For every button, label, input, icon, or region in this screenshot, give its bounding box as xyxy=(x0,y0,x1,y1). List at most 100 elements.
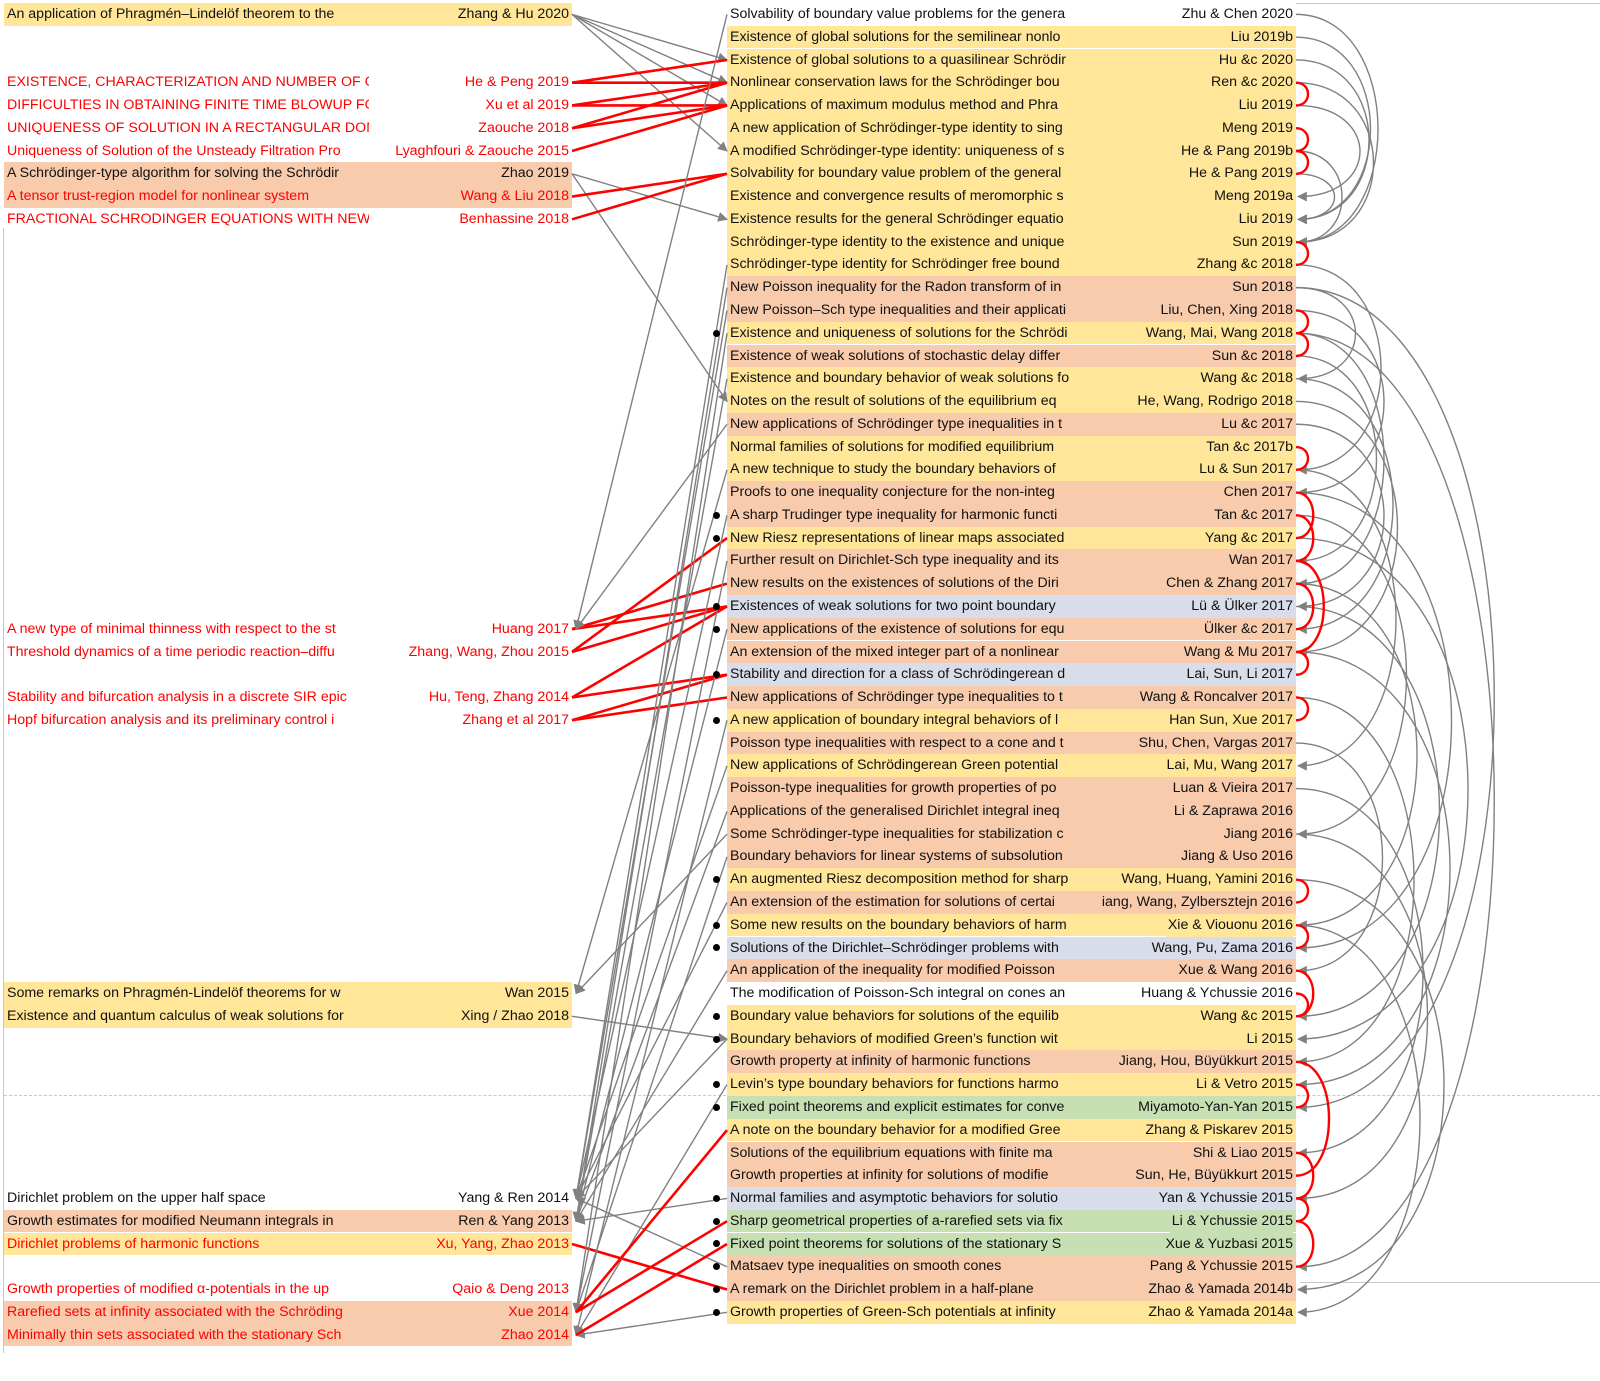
paper-row[interactable]: Sharp geometrical properties of a-rarefi… xyxy=(727,1209,1296,1233)
citation-arc xyxy=(1295,13,1379,247)
paper-title: Schrödinger-type identity for Schrödinge… xyxy=(730,256,1060,273)
paper-row[interactable]: FRACTIONAL SCHRODINGER EQUATIONS WITH NE… xyxy=(4,208,572,231)
paper-row[interactable]: A sharp Trudinger type inequality for ha… xyxy=(727,503,1296,527)
paper-row[interactable]: A note on the boundary behavior for a mo… xyxy=(727,1118,1296,1142)
paper-row[interactable]: Applications of the generalised Dirichle… xyxy=(727,799,1296,823)
paper-title: New applications of Schrödinger type ine… xyxy=(730,689,1063,706)
paper-row[interactable]: A remark on the Dirichlet problem in a h… xyxy=(727,1278,1296,1301)
bullet-marker xyxy=(713,511,720,519)
paper-title: New applications of Schrödingerean Green… xyxy=(730,757,1059,774)
paper-row[interactable]: Solutions of the Dirichlet–Schrödinger p… xyxy=(727,936,1296,960)
paper-row[interactable]: New applications of Schrödinger type ine… xyxy=(727,412,1296,436)
citation-arc xyxy=(1295,651,1451,1090)
paper-row[interactable]: New Riesz representations of linear maps… xyxy=(727,526,1296,550)
paper-row[interactable]: Growth property at infinity of harmonic … xyxy=(727,1050,1296,1074)
paper-row[interactable]: EXISTENCE, CHARACTERIZATION AND NUMBER O… xyxy=(4,71,572,94)
paper-row[interactable]: Existences of weak solutions for two poi… xyxy=(727,595,1296,618)
paper-row[interactable]: A Schrödinger-type algorithm for solving… xyxy=(4,162,572,186)
paper-row[interactable]: Growth properties of modified α-potentia… xyxy=(4,1278,572,1301)
paper-row[interactable]: Levin’s type boundary behaviors for func… xyxy=(727,1073,1296,1096)
paper-row[interactable]: Existence and uniqueness of solutions fo… xyxy=(727,321,1296,345)
paper-row[interactable]: Uniqueness of Solution of the Unsteady F… xyxy=(4,140,572,163)
paper-row[interactable]: Existence of weak solutions of stochasti… xyxy=(727,344,1296,368)
paper-row[interactable]: Dirichlet problems of harmonic functions… xyxy=(4,1232,572,1256)
paper-row[interactable]: New applications of Schrödingerean Green… xyxy=(727,754,1296,778)
paper-row[interactable]: Schrödinger-type identity for Schrödinge… xyxy=(727,253,1296,277)
citation-arc xyxy=(1295,696,1415,1067)
paper-row[interactable]: New Poisson inequality for the Radon tra… xyxy=(727,276,1296,299)
paper-row[interactable]: Poisson type inequalities with respect t… xyxy=(727,731,1296,755)
paper-row[interactable]: Growth properties at infinity for soluti… xyxy=(727,1164,1296,1187)
citation-link xyxy=(575,1311,728,1339)
paper-row[interactable]: Boundary value behaviors for solutions o… xyxy=(727,1004,1296,1028)
paper-row[interactable]: Further result on Dirichlet-Sch type ine… xyxy=(727,549,1296,573)
paper-row[interactable]: A tensor trust-region model for nonlinea… xyxy=(4,185,572,208)
citation-arc xyxy=(1295,537,1469,1044)
paper-row[interactable]: DIFFICULTIES IN OBTAINING FINITE TIME BL… xyxy=(4,94,572,117)
paper-row[interactable]: Notes on the result of solutions of the … xyxy=(727,390,1296,413)
paper-row[interactable]: New Poisson–Sch type inequalities and th… xyxy=(727,299,1296,322)
paper-row[interactable]: UNIQUENESS OF SOLUTION IN A RECTANGULAR … xyxy=(4,117,572,140)
paper-row[interactable]: Rarefied sets at infinity associated wit… xyxy=(4,1300,572,1324)
paper-row[interactable]: New applications of Schrödinger type ine… xyxy=(727,686,1296,709)
paper-row[interactable]: An extension of the estimation for solut… xyxy=(727,891,1296,914)
paper-row[interactable]: Some remarks on Phragmén-Lindelöf theore… xyxy=(4,982,572,1005)
paper-row[interactable]: Minimally thin sets associated with the … xyxy=(4,1323,572,1347)
paper-row[interactable]: Stability and bifurcation analysis in a … xyxy=(4,686,572,709)
paper-row[interactable]: Poisson-type inequalities for growth pro… xyxy=(727,777,1296,800)
paper-row[interactable]: Normal families and asymptotic behaviors… xyxy=(727,1187,1296,1210)
paper-row[interactable]: Boundary behaviors of modified Green’s f… xyxy=(727,1027,1296,1051)
paper-row[interactable]: An extension of the mixed integer part o… xyxy=(727,640,1296,664)
paper-title: Poisson-type inequalities for growth pro… xyxy=(730,780,1057,797)
paper-author-year: Xu, Yang, Zhao 2013 xyxy=(436,1235,569,1252)
paper-row[interactable]: An application of Phragmén–Lindelöf theo… xyxy=(4,3,572,26)
paper-row[interactable]: Fixed point theorems for solutions of th… xyxy=(727,1232,1296,1256)
paper-row[interactable]: A modified Schrödinger-type identity: un… xyxy=(727,139,1296,163)
paper-row[interactable]: Proofs to one inequality conjecture for … xyxy=(727,481,1296,504)
paper-row[interactable]: Dirichlet problem on the upper half spac… xyxy=(4,1187,572,1210)
paper-row[interactable]: New results on the existences of solutio… xyxy=(727,572,1296,595)
paper-row[interactable]: Existence of global solutions for the se… xyxy=(727,25,1296,49)
bullet-marker xyxy=(713,1103,720,1111)
paper-row[interactable]: An application of the inequality for mod… xyxy=(727,959,1296,983)
paper-row[interactable]: The modification of Poisson-Sch integral… xyxy=(727,982,1296,1005)
paper-row[interactable]: Growth estimates for modified Neumann in… xyxy=(4,1209,572,1233)
paper-row[interactable]: Growth properties of Green-Sch potential… xyxy=(727,1300,1296,1324)
paper-row[interactable]: New applications of the existence of sol… xyxy=(727,617,1296,641)
paper-row[interactable]: Solvability of boundary value problems f… xyxy=(727,3,1296,26)
paper-row[interactable]: Applications of maximum modulus method a… xyxy=(727,94,1296,117)
paper-row[interactable]: Normal families of solutions for modifie… xyxy=(727,435,1296,459)
paper-row[interactable]: Schrödinger-type identity to the existen… xyxy=(727,230,1296,254)
paper-row[interactable]: Existence and convergence results of mer… xyxy=(727,185,1296,208)
paper-row[interactable]: Matsaev type inequalities on smooth cone… xyxy=(727,1255,1296,1279)
paper-author-year: Ren &c 2020 xyxy=(1208,71,1293,94)
paper-row[interactable]: Fixed point theorems and explicit estima… xyxy=(727,1095,1296,1119)
paper-title: Hopf bifurcation analysis and its prelim… xyxy=(7,711,335,728)
paper-title: Uniqueness of Solution of the Unsteady F… xyxy=(7,142,341,159)
paper-row[interactable]: Existence and quantum calculus of weak s… xyxy=(4,1004,572,1028)
paper-author-year: Liu 2019b xyxy=(1228,25,1293,49)
paper-row[interactable]: Boundary behaviors for linear systems of… xyxy=(727,845,1296,869)
paper-row[interactable]: Some Schrödinger-type inequalities for s… xyxy=(727,822,1296,846)
paper-row[interactable]: Existence results for the general Schröd… xyxy=(727,207,1296,231)
bullet-marker xyxy=(713,1194,720,1202)
paper-row[interactable]: Existence of global solutions to a quasi… xyxy=(727,48,1296,72)
paper-row[interactable]: Solutions of the equilibrium equations w… xyxy=(727,1141,1296,1165)
paper-row[interactable]: Some new results on the boundary behavio… xyxy=(727,913,1296,937)
paper-row[interactable]: An augmented Riesz decomposition method … xyxy=(727,868,1296,891)
paper-row[interactable]: A new application of Schrödinger-type id… xyxy=(727,116,1296,140)
citation-arc-red xyxy=(1295,127,1310,153)
bullet-marker xyxy=(713,716,720,724)
paper-row[interactable]: A new type of minimal thinness with resp… xyxy=(4,618,572,641)
paper-row[interactable]: Stability and direction for a class of S… xyxy=(727,663,1296,687)
paper-row[interactable]: A new technique to study the boundary be… xyxy=(727,458,1296,482)
paper-author-year: He & Peng 2019 xyxy=(464,74,569,91)
paper-row[interactable]: Threshold dynamics of a time periodic re… xyxy=(4,641,572,664)
paper-row[interactable]: Nonlinear conservation laws for the Schr… xyxy=(727,71,1296,94)
paper-row[interactable]: Hopf bifurcation analysis and its prelim… xyxy=(4,709,572,732)
paper-row[interactable]: Solvability for boundary value problem o… xyxy=(727,162,1296,186)
paper-row[interactable]: Existence and boundary behavior of weak … xyxy=(727,367,1296,391)
paper-title: The modification of Poisson-Sch integral… xyxy=(730,985,1066,1002)
paper-row[interactable]: A new application of boundary integral b… xyxy=(727,708,1296,732)
